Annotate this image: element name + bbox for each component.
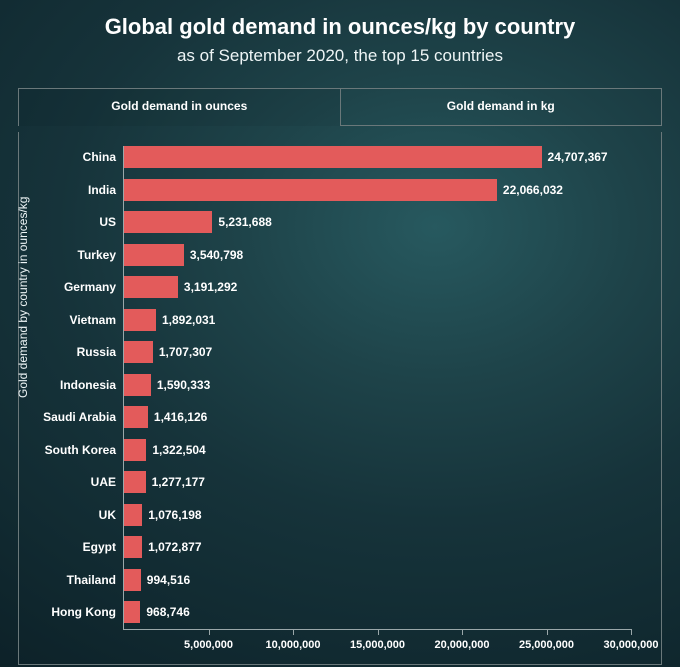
value-label: 968,746	[146, 605, 189, 619]
category-label: UAE	[91, 475, 116, 489]
x-tick-label: 20,000,000	[434, 639, 489, 651]
bar	[124, 179, 497, 201]
value-label: 1,590,333	[157, 378, 210, 392]
x-tick	[462, 629, 463, 635]
category-label: South Korea	[45, 443, 116, 457]
category-label: UK	[99, 508, 116, 522]
category-label: Thailand	[67, 573, 116, 587]
value-label: 5,231,688	[218, 215, 271, 229]
value-label: 24,707,367	[548, 150, 608, 164]
x-tick	[209, 629, 210, 635]
category-label: India	[88, 183, 116, 197]
category-label: Vietnam	[70, 313, 116, 327]
bar-row: South Korea1,322,504	[124, 439, 631, 461]
x-tick	[631, 629, 632, 635]
tabs: Gold demand in ounces Gold demand in kg	[18, 88, 662, 126]
bar-row: China24,707,367	[124, 146, 631, 168]
x-tick-label: 15,000,000	[350, 639, 405, 651]
bar-row: Russia1,707,307	[124, 341, 631, 363]
bar	[124, 406, 148, 428]
bar-row: Indonesia1,590,333	[124, 374, 631, 396]
x-tick-label: 5,000,000	[184, 639, 233, 651]
bar	[124, 471, 146, 493]
category-label: Hong Kong	[51, 605, 116, 619]
bar	[124, 536, 142, 558]
x-tick	[378, 629, 379, 635]
bar	[124, 374, 151, 396]
category-label: Indonesia	[60, 378, 116, 392]
category-label: Turkey	[78, 248, 116, 262]
tab-kg[interactable]: Gold demand in kg	[340, 89, 662, 126]
value-label: 1,416,126	[154, 410, 207, 424]
category-label: US	[99, 215, 116, 229]
plot-area: 5,000,00010,000,00015,000,00020,000,0002…	[123, 146, 631, 630]
category-label: Germany	[64, 280, 116, 294]
value-label: 1,707,307	[159, 345, 212, 359]
value-label: 3,191,292	[184, 280, 237, 294]
category-label: Egypt	[83, 540, 116, 554]
bar-row: UAE1,277,177	[124, 471, 631, 493]
value-label: 3,540,798	[190, 248, 243, 262]
category-label: Russia	[77, 345, 116, 359]
bar	[124, 276, 178, 298]
tab-ounces[interactable]: Gold demand in ounces	[19, 89, 340, 126]
x-tick-label: 10,000,000	[265, 639, 320, 651]
value-label: 1,322,504	[152, 443, 205, 457]
bar	[124, 504, 142, 526]
bar-row: Germany3,191,292	[124, 276, 631, 298]
bar	[124, 341, 153, 363]
category-label: Saudi Arabia	[43, 410, 116, 424]
bar	[124, 601, 140, 623]
value-label: 1,892,031	[162, 313, 215, 327]
bar	[124, 146, 542, 168]
x-tick-label: 30,000,000	[603, 639, 658, 651]
value-label: 994,516	[147, 573, 190, 587]
bar	[124, 244, 184, 266]
value-label: 1,072,877	[148, 540, 201, 554]
chart-area: Gold demand by country in ounces/kg 5,00…	[18, 132, 662, 665]
category-label: China	[83, 150, 116, 164]
bar-row: Thailand994,516	[124, 569, 631, 591]
bar-row: UK1,076,198	[124, 504, 631, 526]
chart-subtitle: as of September 2020, the top 15 countri…	[0, 46, 680, 66]
bar	[124, 439, 146, 461]
x-tick	[293, 629, 294, 635]
bar-row: Egypt1,072,877	[124, 536, 631, 558]
bar	[124, 569, 141, 591]
bar	[124, 309, 156, 331]
value-label: 1,277,177	[152, 475, 205, 489]
x-tick-label: 25,000,000	[519, 639, 574, 651]
bar-row: Hong Kong968,746	[124, 601, 631, 623]
bar-row: Turkey3,540,798	[124, 244, 631, 266]
value-label: 22,066,032	[503, 183, 563, 197]
bar	[124, 211, 212, 233]
value-label: 1,076,198	[148, 508, 201, 522]
bar-row: India22,066,032	[124, 179, 631, 201]
bar-row: Saudi Arabia1,416,126	[124, 406, 631, 428]
y-axis-title: Gold demand by country in ounces/kg	[16, 197, 30, 398]
bar-row: US5,231,688	[124, 211, 631, 233]
chart-title: Global gold demand in ounces/kg by count…	[0, 0, 680, 40]
x-tick	[547, 629, 548, 635]
bar-row: Vietnam1,892,031	[124, 309, 631, 331]
